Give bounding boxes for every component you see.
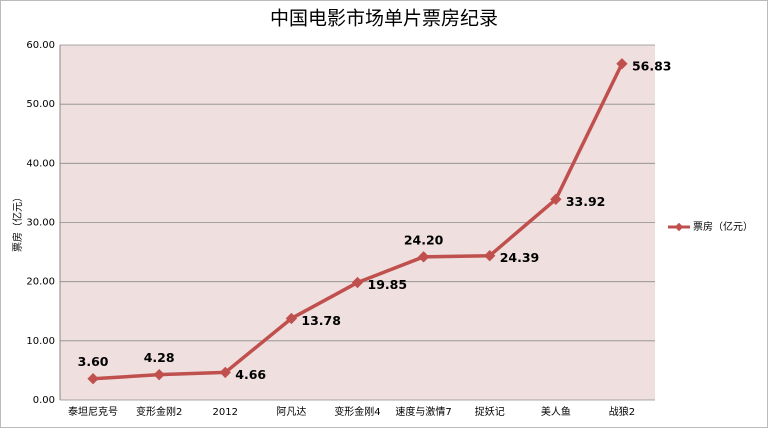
x-tick-label: 美人鱼 <box>541 405 571 418</box>
x-tick-label: 变形金刚2 <box>136 405 182 418</box>
x-tick-label: 捉妖记 <box>475 405 505 418</box>
value-label: 24.20 <box>404 232 444 247</box>
y-axis-label: 票房（亿元） <box>11 192 24 252</box>
y-tick-label: 60.00 <box>26 40 55 51</box>
data-point <box>285 312 298 325</box>
x-tick-label: 2012 <box>213 407 238 418</box>
x-tick-label: 战狼2 <box>609 405 635 418</box>
value-label: 13.78 <box>301 313 341 328</box>
x-tick-label: 泰坦尼克号 <box>68 405 118 418</box>
chart-title: 中国电影市场单片票房纪录 <box>270 8 498 30</box>
data-point <box>219 366 231 379</box>
y-tick-label: 50.00 <box>26 99 55 110</box>
legend-label: 票房（亿元） <box>693 220 753 233</box>
x-tick-label: 变形金刚4 <box>334 405 380 418</box>
value-label: 33.92 <box>566 194 606 209</box>
y-tick-label: 0.00 <box>33 395 55 406</box>
data-point <box>351 276 364 289</box>
y-tick-label: 10.00 <box>26 336 55 347</box>
x-tick-label: 速度与激情7 <box>395 405 451 418</box>
value-label: 4.28 <box>144 350 175 365</box>
data-point <box>550 193 562 205</box>
x-tick-label: 阿凡达 <box>276 406 306 418</box>
y-tick-label: 30.00 <box>26 218 55 229</box>
value-label: 19.85 <box>368 277 408 292</box>
value-label: 56.83 <box>632 58 672 73</box>
y-tick-label: 20.00 <box>26 277 55 288</box>
y-tick-label: 40.00 <box>26 158 55 169</box>
value-label: 3.60 <box>78 354 109 369</box>
value-label: 4.66 <box>235 367 266 382</box>
value-label: 24.39 <box>500 250 540 265</box>
data-point <box>484 250 496 262</box>
data-point <box>153 369 165 381</box>
